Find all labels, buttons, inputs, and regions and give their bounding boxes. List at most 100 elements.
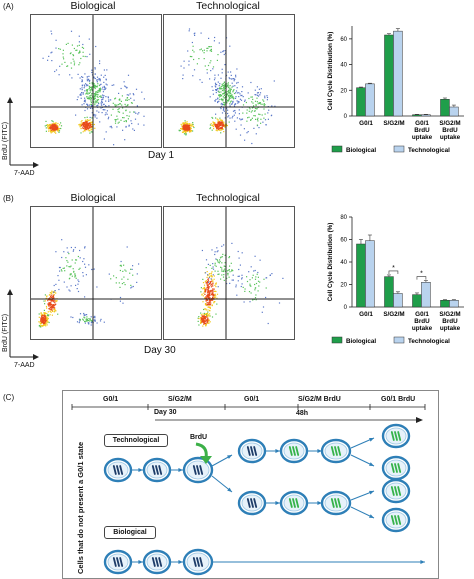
flow-event [75,114,77,116]
flow-event [119,98,121,100]
flow-event [93,96,96,98]
flow-event [78,124,80,126]
flow-event [121,104,123,106]
flow-event [183,125,186,127]
flow-event [73,60,75,62]
flow-event [206,47,208,49]
flow-event [271,114,273,116]
flow-event [53,123,55,125]
flow-event [223,274,225,276]
flow-event [43,312,45,314]
flow-event [53,294,55,296]
flow-event [103,321,105,323]
flow-event [101,102,103,104]
flow-event [226,283,228,285]
flow-event [43,324,45,326]
flow-event [190,130,192,132]
flow-event [230,71,232,73]
flow-event [128,115,130,117]
flow-scatter-b-biological [31,207,161,339]
flow-event [274,105,276,107]
flow-event [220,126,222,128]
flow-event [65,257,67,259]
flow-event [52,305,54,307]
flow-event [266,99,268,101]
flow-event [42,325,44,327]
flow-event [91,131,93,133]
flow-event [47,124,49,126]
flow-event [52,296,54,298]
flow-event [118,103,121,105]
flow-event [201,317,203,319]
flow-event [69,273,71,275]
flow-event [213,297,215,299]
flow-event [208,319,210,321]
flow-event [40,317,42,319]
flow-event [88,264,90,266]
flow-event [62,49,64,51]
flow-event [254,297,257,299]
flow-event [205,259,208,261]
flow-event [220,77,222,79]
flow-event [107,97,109,99]
flow-event [240,99,243,101]
flow-event [81,80,83,82]
flow-event [258,113,260,115]
flow-event [68,253,70,255]
flow-event [105,105,107,107]
flow-event [210,302,212,304]
flow-event [44,300,46,302]
flow-event [61,239,63,241]
flow-event [258,88,260,90]
legend-label: Biological [346,338,376,345]
flow-event [241,277,243,279]
flow-event [217,126,219,128]
flow-event [99,84,101,86]
flow-event [202,317,204,320]
flow-event [86,316,88,318]
flow-event [241,91,243,93]
flow-event [260,118,262,120]
flow-event [58,48,60,50]
flow-event [206,322,208,324]
flow-event [57,126,59,129]
flow-event [216,293,219,295]
flow-event [247,117,249,119]
flow-event [52,294,54,296]
flow-event [217,98,219,100]
flow-event [80,93,82,95]
flow-event [91,83,93,85]
flow-event [93,123,95,126]
flow-event [86,78,88,80]
flow-event [211,276,213,278]
flow-event [68,289,70,291]
flow-event [79,94,81,96]
flow-event [212,285,214,287]
flow-event [262,103,264,105]
flow-event [197,317,199,319]
flow-event [217,74,219,76]
flow-event [100,74,102,76]
flow-event [213,40,215,42]
flow-event [94,102,96,104]
flow-event [98,78,100,80]
flow-event [90,101,92,103]
flow-event [184,130,186,132]
y-tick-label: 0 [344,114,348,120]
flow-event [252,299,254,301]
flow-event [230,78,233,80]
flow-event [249,279,251,281]
flow-event [232,270,234,272]
flow-event [265,124,267,126]
flow-event [213,293,215,296]
flow-event [40,313,42,315]
flow-event [236,87,238,89]
flow-event [82,275,84,277]
flow-event [125,120,127,122]
flow-event [181,131,184,133]
flow-event [223,103,225,106]
flow-event [46,296,48,298]
flow-event [50,303,52,306]
flow-event [183,60,185,62]
flow-event [93,98,95,100]
